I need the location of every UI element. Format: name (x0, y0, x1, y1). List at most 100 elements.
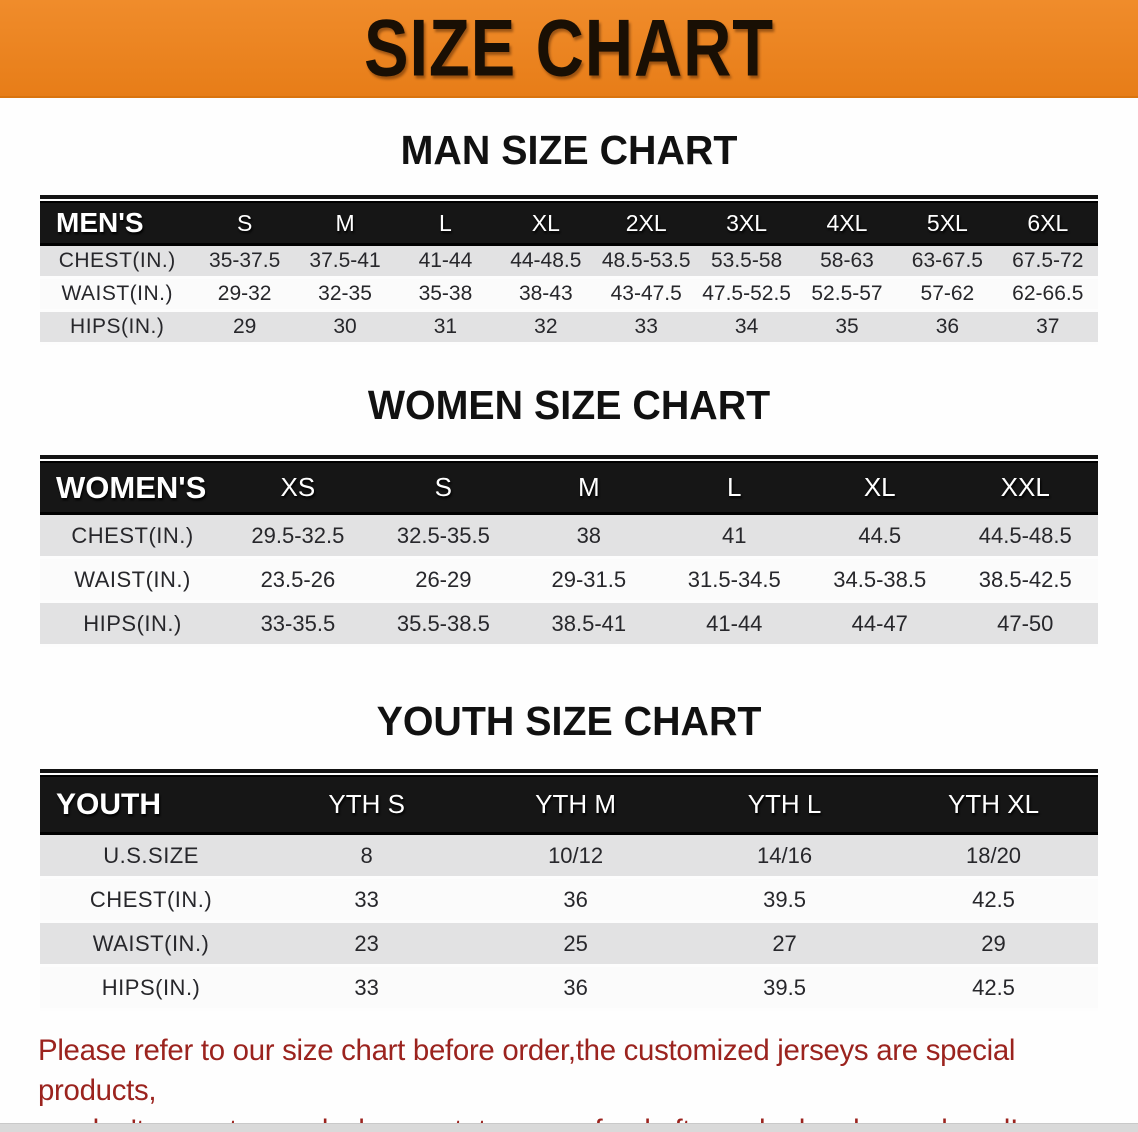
size-table: MEN'S S M L XL 2XL 3XL 4XL 5XL 6XL CHEST(IN.) 35-37… (40, 201, 1098, 345)
size-value-cell: 39.5 (680, 967, 890, 1011)
size-value-cell: 35 (796, 312, 898, 345)
size-column-header: YTH S (262, 775, 472, 835)
size-column-header: 5XL (897, 201, 998, 246)
row-label: HIPS(IN.) (40, 967, 263, 1011)
size-column-header: 4XL (796, 201, 898, 246)
size-column-header: 3XL (696, 201, 797, 246)
size-value-cell: 44.5 (807, 515, 953, 559)
size-column-header: M (516, 461, 662, 515)
size-table: YOUTH YTH S YTH M YTH L YTH XL U.S.SIZE 8 10/12… (40, 775, 1098, 1011)
size-column-header: 2XL (596, 201, 697, 246)
size-value-cell: 35-37.5 (194, 246, 295, 279)
size-value-cell: 36 (471, 967, 681, 1011)
table-row: U.S.SIZE 8 10/12 14/16 18/20 (40, 835, 1098, 879)
size-value-cell: 33 (262, 879, 472, 923)
size-value-cell: 33-35.5 (225, 603, 371, 647)
table-row: CHEST(IN.) 33 36 39.5 42.5 (40, 879, 1098, 923)
size-value-cell: 38-43 (495, 279, 597, 312)
size-value-cell: 30 (294, 312, 396, 345)
size-value-cell: 32.5-35.5 (370, 515, 517, 559)
men-size-table: MEN'S S M L XL 2XL 3XL 4XL 5XL 6XL CHEST(IN.) 35-37… (40, 195, 1098, 345)
page-title: SIZE CHART (363, 2, 775, 94)
disclaimer-note: Please refer to our size chart before or… (38, 1031, 1094, 1132)
women-section-heading: WOMEN SIZE CHART (367, 382, 771, 428)
size-value-cell: 29 (889, 923, 1098, 967)
table-row: CHEST(IN.) 35-37.5 37.5-41 41-44 44-48.5 48.5… (40, 246, 1098, 279)
table-row: HIPS(IN.) 33-35.5 35.5-38.5 38.5-41 41-44 44-… (40, 603, 1098, 647)
size-value-cell: 25 (471, 923, 681, 967)
size-value-cell: 57-62 (897, 279, 998, 312)
size-value-cell: 36 (471, 879, 681, 923)
row-label: CHEST(IN.) (40, 515, 226, 559)
size-value-cell: 44.5-48.5 (952, 515, 1098, 559)
size-value-cell: 34 (696, 312, 797, 345)
row-label: WAIST(IN.) (40, 559, 226, 603)
size-value-cell: 31 (395, 312, 496, 345)
table-header-label: MEN'S (40, 201, 195, 246)
size-value-cell: 32-35 (294, 279, 396, 312)
table-header-row: WOMEN'S XS S M L XL XXL (40, 461, 1098, 515)
table-row: HIPS(IN.) 33 36 39.5 42.5 (40, 967, 1098, 1011)
table-row: CHEST(IN.) 29.5-32.5 32.5-35.5 38 41 44.5 44.5… (40, 515, 1098, 559)
size-value-cell: 44-48.5 (495, 246, 597, 279)
disclaimer-line-1: Please refer to our size chart before or… (38, 1034, 1016, 1107)
size-column-header: XXL (952, 461, 1098, 515)
row-label: CHEST(IN.) (40, 246, 195, 279)
size-value-cell: 23 (262, 923, 472, 967)
size-value-cell: 38.5-41 (516, 603, 662, 647)
size-value-cell: 27 (680, 923, 890, 967)
size-value-cell: 42.5 (889, 879, 1098, 923)
size-value-cell: 18/20 (889, 835, 1098, 879)
size-value-cell: 10/12 (471, 835, 681, 879)
women-size-table: WOMEN'S XS S M L XL XXL CHEST(IN.) 29.5-32.5 32.5… (40, 455, 1098, 647)
size-value-cell: 35.5-38.5 (370, 603, 517, 647)
size-value-cell: 67.5-72 (997, 246, 1098, 279)
size-value-cell: 42.5 (889, 967, 1098, 1011)
size-value-cell: 38.5-42.5 (952, 559, 1098, 603)
size-value-cell: 39.5 (680, 879, 890, 923)
size-value-cell: 53.5-58 (696, 246, 797, 279)
size-value-cell: 29-32 (194, 279, 295, 312)
size-column-header: M (294, 201, 396, 246)
size-value-cell: 29 (194, 312, 295, 345)
size-value-cell: 38 (516, 515, 662, 559)
size-column-header: YTH XL (889, 775, 1098, 835)
size-value-cell: 52.5-57 (796, 279, 898, 312)
size-value-cell: 32 (495, 312, 597, 345)
row-label: WAIST(IN.) (40, 923, 263, 967)
size-column-header: L (395, 201, 496, 246)
size-value-cell: 35-38 (395, 279, 496, 312)
size-value-cell: 29.5-32.5 (225, 515, 371, 559)
size-column-header: YTH M (471, 775, 681, 835)
size-value-cell: 43-47.5 (596, 279, 697, 312)
size-column-header: XS (225, 461, 371, 515)
row-label: HIPS(IN.) (40, 603, 226, 647)
size-value-cell: 37.5-41 (294, 246, 396, 279)
row-label: U.S.SIZE (40, 835, 263, 879)
table-header-row: YOUTH YTH S YTH M YTH L YTH XL (40, 775, 1098, 835)
size-value-cell: 8 (262, 835, 472, 879)
size-value-cell: 37 (997, 312, 1098, 345)
size-value-cell: 44-47 (807, 603, 953, 647)
size-table: WOMEN'S XS S M L XL XXL CHEST(IN.) 29.5-32.5 32.5… (40, 461, 1098, 647)
size-value-cell: 31.5-34.5 (661, 559, 808, 603)
row-label: HIPS(IN.) (40, 312, 195, 345)
youth-section-heading: YOUTH SIZE CHART (376, 698, 762, 744)
size-column-header: XL (807, 461, 953, 515)
size-value-cell: 33 (596, 312, 697, 345)
youth-size-table: YOUTH YTH S YTH M YTH L YTH XL U.S.SIZE 8 10/12… (40, 769, 1098, 1011)
size-value-cell: 62-66.5 (997, 279, 1098, 312)
size-value-cell: 34.5-38.5 (807, 559, 953, 603)
row-label: CHEST(IN.) (40, 879, 263, 923)
size-value-cell: 41 (661, 515, 808, 559)
size-column-header: S (194, 201, 295, 246)
size-value-cell: 33 (262, 967, 472, 1011)
size-value-cell: 14/16 (680, 835, 890, 879)
row-label: WAIST(IN.) (40, 279, 195, 312)
size-value-cell: 36 (897, 312, 998, 345)
size-value-cell: 41-44 (395, 246, 496, 279)
table-header-row: MEN'S S M L XL 2XL 3XL 4XL 5XL 6XL (40, 201, 1098, 246)
size-value-cell: 48.5-53.5 (596, 246, 697, 279)
size-column-header: XL (495, 201, 597, 246)
